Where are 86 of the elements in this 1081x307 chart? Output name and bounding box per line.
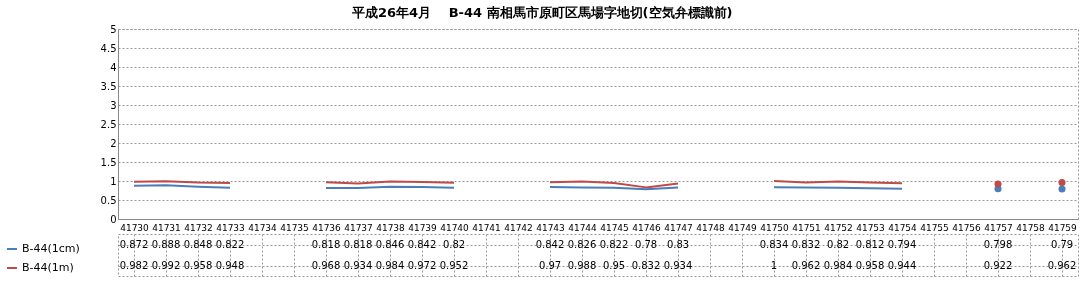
x-tick-label: 41752 xyxy=(824,222,853,233)
x-tick-label: 41750 xyxy=(760,222,790,233)
data-label: 0.972 xyxy=(407,259,437,271)
x-tick-label: 41745 xyxy=(600,222,629,233)
x-tick-label: 41747 xyxy=(664,222,693,233)
x-tick-label: 41739 xyxy=(408,222,438,233)
x-tick-label: 41759 xyxy=(1048,222,1078,233)
y-tick-label: 1.5 xyxy=(100,156,117,168)
data-label: 0.968 xyxy=(311,259,341,271)
x-tick-label: 41758 xyxy=(1016,222,1046,233)
data-label: 0.82 xyxy=(826,238,850,250)
data-label: 0.982 xyxy=(119,259,149,271)
x-tick-label: 41748 xyxy=(696,222,726,233)
data-label: 0.958 xyxy=(855,259,885,271)
data-label: 0.846 xyxy=(375,238,405,250)
x-tick-label: 41733 xyxy=(216,222,245,233)
y-tick-label: 3 xyxy=(110,99,117,111)
y-tick-label: 2.5 xyxy=(100,118,117,130)
x-tick-label: 41736 xyxy=(312,222,342,233)
data-label: 0.842 xyxy=(407,238,437,250)
data-label: 0.822 xyxy=(599,238,629,250)
data-label: 0.922 xyxy=(983,259,1013,271)
x-tick-label: 41749 xyxy=(728,222,758,233)
data-label: 0.934 xyxy=(343,259,373,271)
data-label: 0.95 xyxy=(602,259,626,271)
data-label: 0.984 xyxy=(823,259,853,271)
data-label: 0.79 xyxy=(1050,238,1074,250)
y-tick-label: 4 xyxy=(110,61,117,73)
legend-label: B-44(1cm) xyxy=(22,242,80,255)
data-label: 0.812 xyxy=(855,238,885,250)
data-label: 0.992 xyxy=(151,259,181,271)
y-tick-label: 1 xyxy=(110,175,117,187)
x-tick-label: 41744 xyxy=(568,222,598,233)
x-tick-label: 41737 xyxy=(344,222,373,233)
x-tick-label: 41756 xyxy=(952,222,982,233)
data-label: 0.944 xyxy=(887,259,917,271)
data-label: 0.984 xyxy=(375,259,405,271)
data-label: 0.826 xyxy=(567,238,597,250)
data-label: 0.888 xyxy=(151,238,181,250)
x-tick-label: 41757 xyxy=(984,222,1013,233)
data-label: 0.958 xyxy=(183,259,213,271)
data-label: 0.818 xyxy=(343,238,373,250)
data-label: 1 xyxy=(770,259,778,271)
data-label: 0.834 xyxy=(759,238,789,250)
data-label: 0.78 xyxy=(634,238,658,250)
data-label: 0.832 xyxy=(791,238,821,250)
data-label: 0.832 xyxy=(631,259,661,271)
data-label: 0.848 xyxy=(183,238,213,250)
x-tick-label: 41743 xyxy=(536,222,565,233)
x-tick-label: 41754 xyxy=(888,222,918,233)
data-label: 0.818 xyxy=(311,238,341,250)
data-label: 0.934 xyxy=(663,259,693,271)
y-tick-label: 0 xyxy=(110,213,117,225)
y-tick-label: 4.5 xyxy=(100,42,117,54)
data-label: 0.822 xyxy=(215,238,245,250)
data-label: 0.872 xyxy=(119,238,149,250)
x-tick-label: 41742 xyxy=(504,222,533,233)
x-tick-label: 41731 xyxy=(152,222,181,233)
x-tick-label: 41735 xyxy=(280,222,309,233)
data-label: 0.842 xyxy=(535,238,565,250)
data-label: 0.988 xyxy=(567,259,597,271)
x-tick-label: 41734 xyxy=(248,222,278,233)
data-label: 0.794 xyxy=(887,238,917,250)
x-tick-label: 41730 xyxy=(120,222,150,233)
x-tick-label: 41732 xyxy=(184,222,213,233)
x-tick-label: 41740 xyxy=(440,222,470,233)
data-label: 0.82 xyxy=(442,238,466,250)
data-label: 0.798 xyxy=(983,238,1013,250)
x-tick-label: 41751 xyxy=(792,222,821,233)
y-tick-label: 5 xyxy=(110,23,117,35)
chart-title: 平成26年4月 B-44 南相馬市原町区馬場字地切(空気弁標識前) xyxy=(351,4,733,20)
data-label: 0.962 xyxy=(1047,259,1077,271)
x-tick-label: 41746 xyxy=(632,222,662,233)
y-tick-label: 3.5 xyxy=(100,80,117,92)
x-tick-label: 41753 xyxy=(856,222,885,233)
legend-label: B-44(1m) xyxy=(22,261,74,274)
y-tick-label: 0.5 xyxy=(100,194,117,206)
x-tick-label: 41738 xyxy=(376,222,406,233)
data-label: 0.83 xyxy=(666,238,690,250)
data-label: 0.962 xyxy=(791,259,821,271)
data-label: 0.948 xyxy=(215,259,245,271)
y-tick-label: 2 xyxy=(110,137,117,149)
x-tick-label: 41755 xyxy=(920,222,949,233)
data-label: 0.952 xyxy=(439,259,469,271)
x-tick-label: 41741 xyxy=(472,222,501,233)
data-label: 0.97 xyxy=(538,259,562,271)
